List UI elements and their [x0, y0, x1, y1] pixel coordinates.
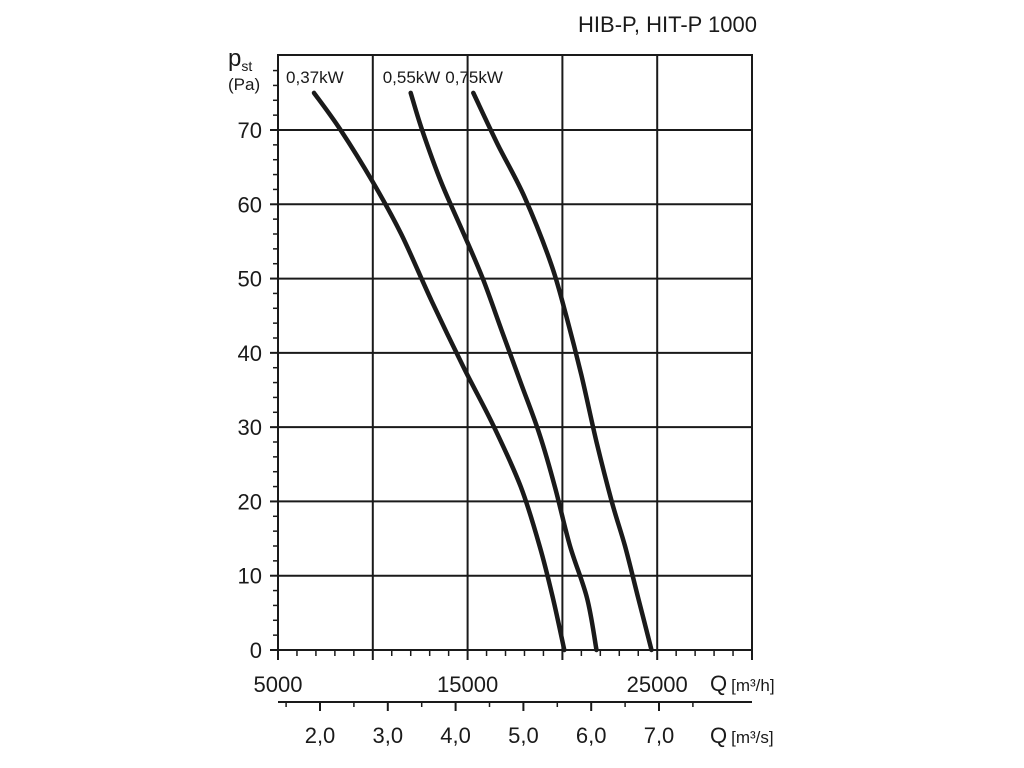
y-tick-label: 10 [238, 564, 262, 589]
x-tick-label: 25000 [627, 672, 688, 697]
curve-label: 0,55kW [383, 68, 441, 87]
curve-0 [311, 90, 567, 653]
labels: 0 10 20 30 40 50 60 70 5000 15000 25000 2,0 3,0 4,0 5,… [238, 68, 688, 748]
y-tick-label: 70 [238, 118, 262, 143]
y-tick-label: 20 [238, 489, 262, 514]
x-axis-bottom-label: Q [m³/s] [710, 723, 774, 748]
x-tick-label: 15000 [437, 672, 498, 697]
x-tick-label: 5000 [254, 672, 303, 697]
y-tick-label: 30 [238, 415, 262, 440]
y-tick-label: 60 [238, 192, 262, 217]
x-axis-top-symbol: Q [710, 671, 727, 696]
curve-2 [471, 90, 654, 653]
x-axis-top-label: Q [m³/h] [710, 671, 775, 696]
y-axis-subscript: st [241, 58, 252, 74]
y-tick-label: 0 [250, 638, 262, 663]
sec-x-tick-label: 7,0 [644, 723, 675, 748]
y-axis-label: pst [228, 45, 252, 74]
grid [277, 54, 753, 703]
y-axis-symbol: p [228, 45, 241, 72]
sec-x-tick-label: 6,0 [576, 723, 607, 748]
curves [311, 90, 654, 653]
curve-label: 0,37kW [286, 68, 344, 87]
sec-x-tick-label: 4,0 [440, 723, 471, 748]
chart-title: HIB-P, HIT-P 1000 [578, 12, 757, 37]
curve-1 [408, 90, 599, 653]
x-axis-bottom-symbol: Q [710, 723, 727, 748]
y-tick-label: 50 [238, 267, 262, 292]
x-axis-top-unit: [m³/h] [731, 676, 774, 695]
minor-ticks [270, 69, 753, 711]
y-axis-unit: (Pa) [228, 75, 260, 94]
sec-x-tick-label: 3,0 [373, 723, 404, 748]
sec-x-tick-label: 5,0 [508, 723, 539, 748]
sec-x-tick-label: 2,0 [305, 723, 336, 748]
curve-label: 0,75kW [445, 68, 503, 87]
x-axis-bottom-unit: [m³/s] [731, 728, 774, 747]
y-tick-label: 40 [238, 341, 262, 366]
